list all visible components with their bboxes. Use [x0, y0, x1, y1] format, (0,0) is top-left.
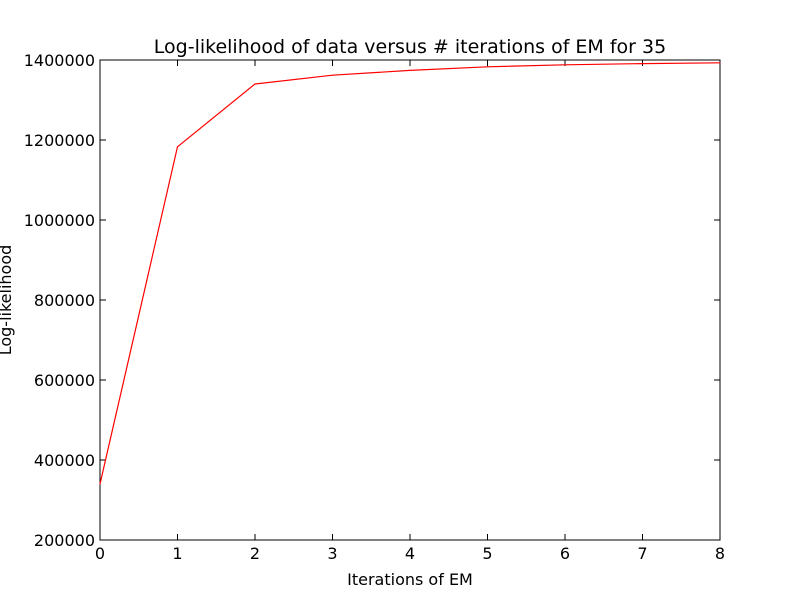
- x-tick-label: 3: [327, 544, 337, 563]
- x-tick-label: 4: [405, 544, 415, 563]
- data-point: [254, 83, 256, 85]
- data-point: [176, 146, 179, 148]
- x-tick-label: 1: [172, 544, 182, 563]
- data-point: [564, 64, 566, 66]
- y-tick-label: 1000000: [24, 211, 95, 230]
- x-tick-label: 5: [482, 544, 492, 563]
- data-point: [99, 483, 101, 485]
- y-tick-label: 1200000: [24, 131, 95, 150]
- y-tick-label: 600000: [34, 371, 95, 390]
- data-point: [641, 63, 644, 65]
- y-tick-label: 800000: [34, 291, 95, 310]
- y-axis-label: Log-likelihood: [0, 245, 15, 356]
- x-tick-label: 7: [637, 544, 647, 563]
- data-point: [331, 74, 334, 76]
- chart-title: Log-likelihood of data versus # iteratio…: [154, 36, 666, 58]
- data-point: [486, 66, 489, 68]
- x-axis-label: Iterations of EM: [347, 570, 473, 589]
- x-tick-label: 6: [560, 544, 570, 563]
- data-point: [409, 69, 411, 71]
- y-axis-ticks: 200000 400000 600000 800000 1000000 1200000 14…: [24, 51, 720, 550]
- x-tick-label: 8: [715, 544, 725, 563]
- y-tick-label: 200000: [34, 531, 95, 550]
- y-tick-label: 400000: [34, 451, 95, 470]
- x-tick-label: 0: [95, 544, 105, 563]
- x-axis-ticks: 0 1 2 3 4 5 6 7 8: [95, 60, 725, 563]
- plot-area: 0 1 2 3 4 5 6 7 8 200000 400000 600000 800000 100000…: [24, 51, 725, 563]
- y-tick-label: 1400000: [24, 51, 95, 70]
- x-tick-label: 2: [250, 544, 260, 563]
- series-layer: [99, 62, 721, 485]
- data-point: [719, 62, 721, 64]
